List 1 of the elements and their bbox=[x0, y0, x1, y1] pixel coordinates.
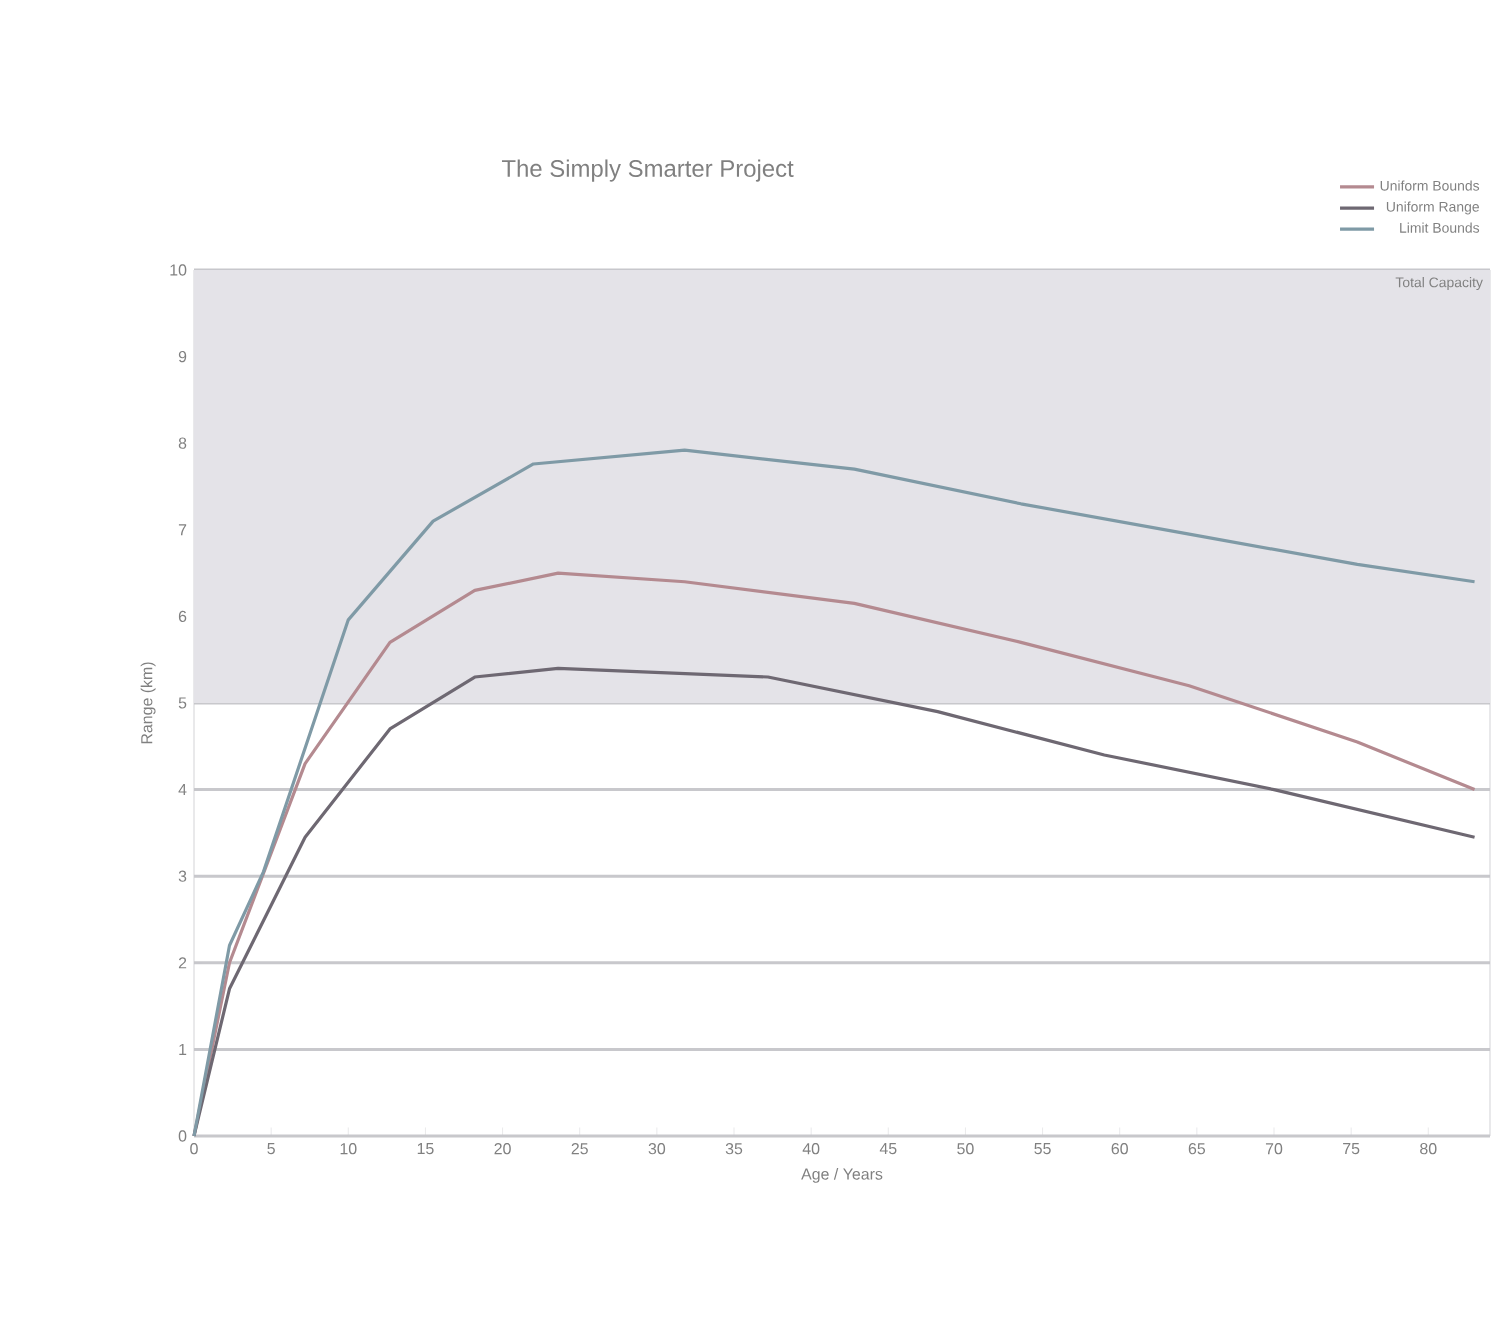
chart-title: The Simply Smarter Project bbox=[501, 159, 794, 182]
